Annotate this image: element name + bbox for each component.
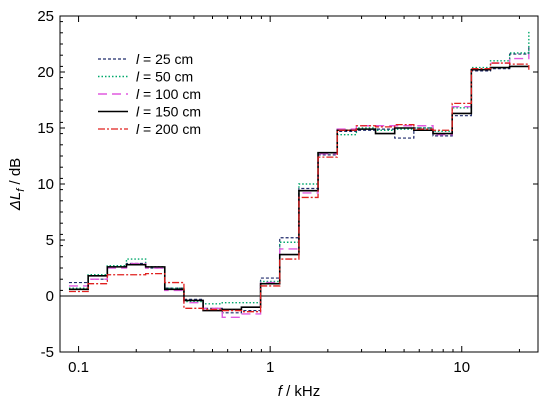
- y-tick-label: 20: [37, 64, 54, 81]
- x-tick-label: 10: [453, 359, 470, 376]
- series-group: [68, 30, 530, 318]
- legend-value: = 50 cm: [139, 69, 193, 85]
- legend-value: = 25 cm: [139, 51, 193, 67]
- axis-ticks: -5 0 5 10 15 20 25 0.1 1 10: [37, 8, 538, 376]
- legend-value: = 100 cm: [139, 86, 201, 102]
- legend-variable: l: [136, 51, 140, 67]
- x-axis-label: f / kHz: [278, 383, 321, 400]
- series-line-5: [68, 62, 530, 313]
- legend-entry-2: l = 50 cm: [136, 69, 193, 85]
- y-axis-unit: / dB: [7, 158, 24, 189]
- y-tick-label: 5: [46, 232, 54, 249]
- legend: l = 25 cml = 50 cml = 100 cml = 150 cml …: [98, 51, 201, 137]
- legend-value: = 200 cm: [139, 121, 201, 137]
- x-tick-label: 0.1: [68, 359, 89, 376]
- y-tick-label: -5: [41, 344, 54, 361]
- legend-variable: l: [136, 104, 140, 120]
- x-axis-unit: / kHz: [282, 383, 320, 400]
- x-tick-label: 1: [266, 359, 274, 376]
- y-axis-subscript: f: [15, 188, 27, 192]
- y-tick-label: 0: [46, 288, 54, 305]
- y-tick-label: 25: [37, 8, 54, 25]
- y-tick-label: 15: [37, 120, 54, 137]
- legend-entry-1: l = 25 cm: [136, 51, 193, 67]
- y-axis-variable: ΔL: [7, 192, 24, 211]
- legend-entry-5: l = 200 cm: [136, 121, 201, 137]
- y-axis-label: ΔLf / dB: [7, 158, 27, 211]
- legend-variable: l: [136, 121, 140, 137]
- y-tick-label: 10: [37, 176, 54, 193]
- legend-variable: l: [136, 86, 140, 102]
- x-axis-variable: f: [278, 383, 284, 400]
- legend-entry-3: l = 100 cm: [136, 86, 201, 102]
- legend-value: = 150 cm: [139, 104, 201, 120]
- legend-variable: l: [136, 69, 140, 85]
- legend-entry-4: l = 150 cm: [136, 104, 201, 120]
